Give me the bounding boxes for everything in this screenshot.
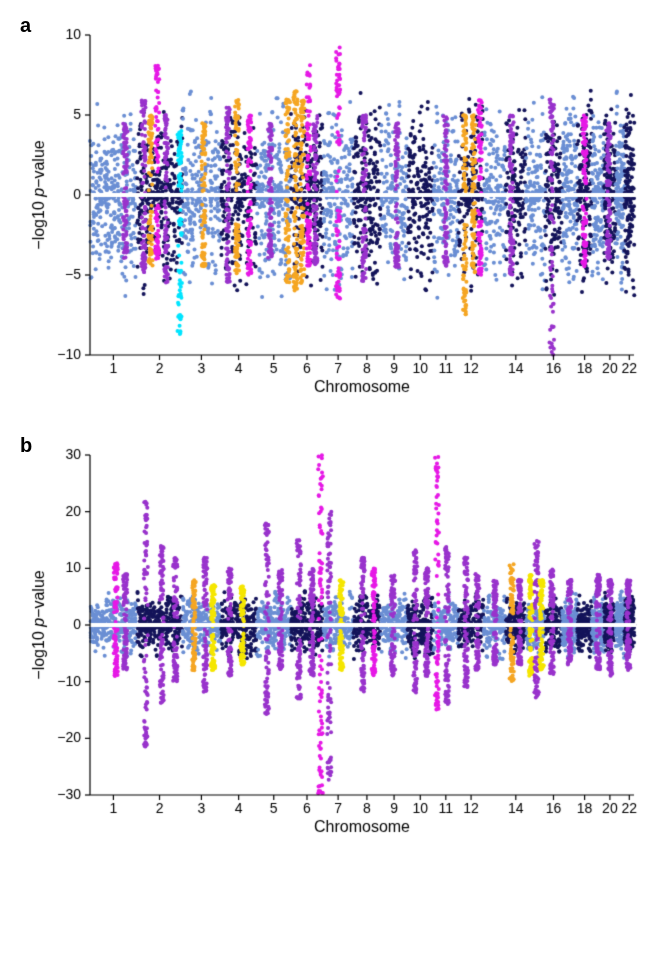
manhattan-plot-a xyxy=(20,20,644,400)
panel-a: a xyxy=(20,20,644,400)
panel-b: b xyxy=(20,440,644,840)
manhattan-plot-b xyxy=(20,440,644,840)
figure-container: a b xyxy=(20,20,644,840)
panel-label-b: b xyxy=(20,435,32,458)
panel-label-a: a xyxy=(20,15,31,38)
